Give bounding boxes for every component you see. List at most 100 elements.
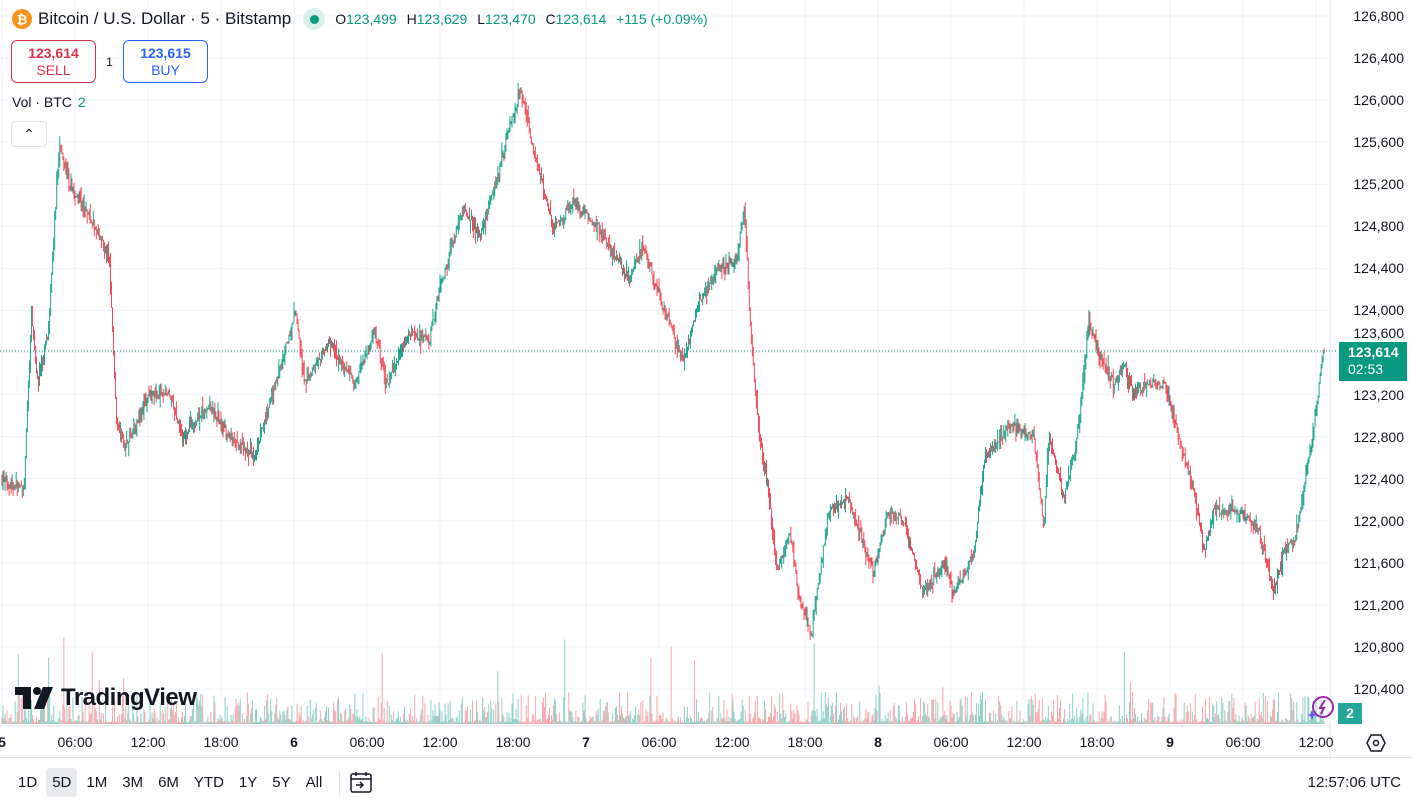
volume-bar [795, 721, 797, 724]
volume-bar [1029, 715, 1031, 724]
volume-bar [667, 721, 669, 724]
volume-bar [1119, 719, 1121, 724]
volume-bar [149, 696, 151, 724]
volume-bar [648, 721, 650, 724]
volume-bar [1198, 721, 1200, 724]
range-1m[interactable]: 1M [86, 774, 108, 791]
volume-bar [452, 718, 454, 724]
volume-bar [1031, 699, 1033, 724]
volume-bar [769, 716, 771, 724]
volume-bar [279, 710, 281, 724]
volume-bar [159, 703, 161, 724]
volume-bar [189, 720, 191, 724]
volume-bar [361, 719, 363, 724]
volume-bar [307, 716, 309, 724]
calendar-goto-date-icon[interactable] [348, 771, 374, 795]
buy-button[interactable]: 123,615 BUY [123, 40, 208, 83]
volume-bar [632, 718, 634, 724]
volume-bar [1174, 693, 1176, 724]
volume-bar [905, 702, 907, 724]
volume-bar [907, 720, 909, 724]
volume-bar [801, 721, 803, 724]
range-3m[interactable]: 3M [122, 774, 144, 791]
volume-bar [579, 721, 581, 724]
volume-bar [244, 721, 246, 724]
volume-bar [1212, 703, 1214, 724]
tradingview-watermark[interactable]: TradingView [15, 684, 197, 712]
volume-bar [1008, 711, 1010, 724]
volume-bar [1183, 702, 1185, 724]
last-price-tag: 123,614 02:53 [1339, 342, 1407, 381]
volume-bar [1243, 721, 1245, 724]
volume-bar [526, 717, 528, 724]
volume-bar [313, 722, 315, 724]
volume-bar [590, 718, 592, 724]
sell-button[interactable]: 123,614 SELL [11, 40, 96, 83]
volume-bar [351, 720, 353, 724]
volume-bar [995, 713, 997, 724]
volume-bar [146, 721, 148, 724]
market-status-icon[interactable] [303, 8, 326, 30]
settings-icon[interactable] [1366, 733, 1386, 753]
volume-legend[interactable]: Vol · BTC 2 [12, 94, 86, 110]
volume-bar [94, 708, 96, 724]
symbol-title[interactable]: Bitcoin / U.S. Dollar · 5 · Bitstamp [38, 9, 292, 28]
volume-bar [1302, 698, 1304, 724]
range-5d[interactable]: 5D [46, 768, 78, 797]
volume-bar [937, 702, 939, 724]
volume-bar [30, 700, 32, 724]
volume-bar [380, 702, 382, 724]
volume-bar [521, 721, 523, 724]
quantity[interactable]: 1 [106, 54, 113, 69]
volume-bar [1315, 696, 1317, 724]
range-ytd[interactable]: YTD [193, 774, 224, 791]
range-1y[interactable]: 1Y [238, 774, 258, 791]
volume-bar [128, 705, 130, 724]
lightning-assistant-icon[interactable] [1306, 694, 1336, 724]
volume-bar [430, 700, 432, 724]
volume-bar [1224, 710, 1226, 724]
volume-bar [99, 719, 101, 724]
volume-bar [793, 710, 795, 724]
volume-bar [827, 697, 829, 724]
volume-bar [1269, 715, 1271, 724]
volume-bar [564, 639, 566, 724]
volume-bar [1051, 715, 1053, 724]
volume-bar [544, 693, 546, 724]
volume-bar [911, 717, 913, 724]
range-all[interactable]: All [305, 774, 323, 791]
volume-bar [517, 698, 519, 724]
volume-bar [760, 721, 762, 724]
volume-bar [981, 692, 983, 724]
volume-bar [1241, 717, 1243, 724]
volume-bar [390, 715, 392, 724]
volume-bar [1155, 721, 1157, 724]
volume-bar [865, 709, 867, 724]
volume-bar [1240, 721, 1242, 724]
volume-bar [624, 718, 626, 724]
volume-bar [565, 721, 567, 724]
volume-bar [52, 719, 54, 724]
range-6m[interactable]: 6M [158, 774, 179, 791]
volume-bar [356, 708, 358, 724]
utc-clock[interactable]: 12:57:06 UTC [1307, 774, 1401, 791]
volume-bar [1078, 721, 1080, 724]
volume-bar [1102, 718, 1104, 724]
volume-bar [219, 715, 221, 724]
chevron-up-icon[interactable]: ⌃ [11, 121, 47, 147]
ohlc-values: O123,499 H123,629 L123,470 C123,614 +115… [335, 11, 708, 27]
volume-bar [934, 718, 936, 724]
volume-bar [1322, 712, 1324, 724]
volume-bar [336, 721, 338, 724]
volume-bar [396, 717, 398, 724]
volume-bar [972, 715, 974, 724]
range-5y[interactable]: 5Y [272, 774, 291, 791]
range-1d[interactable]: 1D [18, 774, 38, 791]
volume-bar [299, 716, 301, 724]
volume-bar [135, 721, 137, 724]
volume-bar [88, 700, 90, 724]
volume-bar [1234, 719, 1236, 724]
volume-bar [656, 695, 658, 724]
price-chart[interactable] [0, 0, 1412, 760]
volume-bar [208, 721, 210, 724]
